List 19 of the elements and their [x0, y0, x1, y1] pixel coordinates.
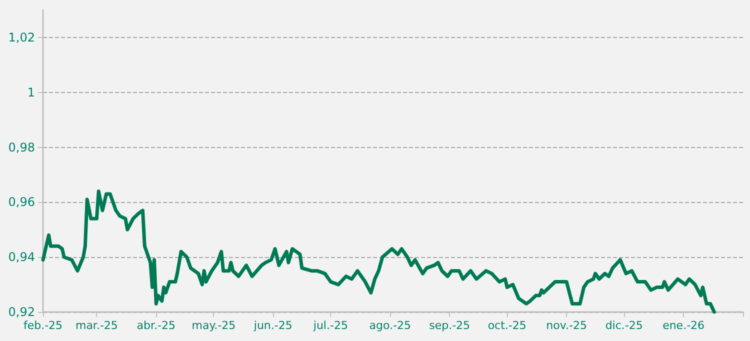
- x-tick-label: oct.-25: [488, 319, 526, 332]
- y-tick-label: 0,94: [8, 250, 35, 264]
- y-tick-label: 1,02: [8, 30, 35, 44]
- x-tick-label: mar.-25: [75, 319, 118, 332]
- y-tick-label: 0,98: [8, 140, 35, 154]
- x-tick-label: jul.-25: [312, 319, 348, 332]
- x-tick-label: may.-25: [192, 319, 236, 332]
- y-tick-label: 1: [27, 85, 35, 100]
- x-tick-label: feb.-25: [23, 319, 63, 332]
- x-tick-label: ago.-25: [369, 319, 411, 332]
- x-tick-label: sep.-25: [429, 319, 470, 332]
- line-series: [41, 189, 716, 314]
- y-tick-label: 0,96: [8, 195, 35, 210]
- y-tick-label: 0,92: [8, 305, 35, 319]
- x-tick-label: jun.-25: [252, 319, 292, 332]
- x-tick-label: ene.-26: [662, 319, 705, 332]
- x-tick-label: abr.-25: [136, 319, 176, 332]
- x-tick-label: nov.-25: [546, 319, 587, 332]
- x-tick-label: dic.-25: [605, 319, 643, 332]
